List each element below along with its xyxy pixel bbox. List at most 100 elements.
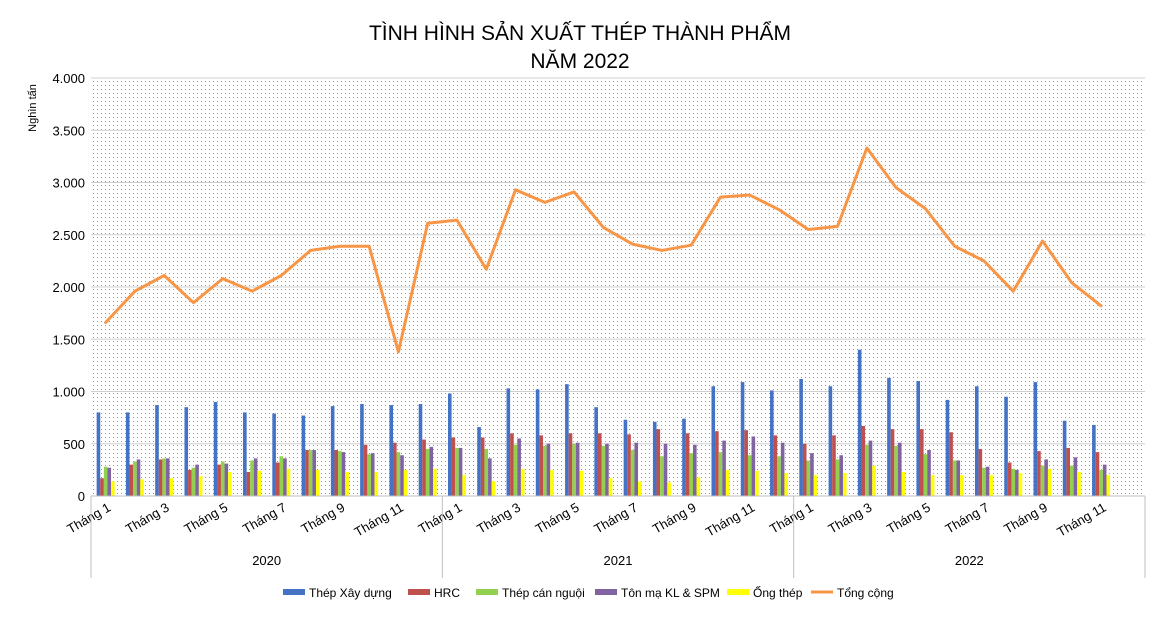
bar bbox=[283, 458, 287, 496]
bar bbox=[550, 469, 554, 497]
bar bbox=[1102, 464, 1107, 496]
bar bbox=[543, 445, 547, 496]
bar bbox=[956, 460, 961, 496]
bar bbox=[634, 442, 639, 496]
bar bbox=[341, 452, 346, 496]
bar bbox=[1004, 396, 1008, 496]
bar bbox=[1011, 468, 1016, 496]
bar bbox=[546, 443, 551, 496]
bar bbox=[868, 440, 873, 496]
bar bbox=[982, 467, 986, 496]
bar bbox=[520, 468, 525, 496]
bar bbox=[857, 349, 862, 496]
bar bbox=[692, 444, 697, 496]
bar bbox=[685, 433, 690, 496]
bar bbox=[1040, 465, 1045, 496]
bar bbox=[107, 467, 112, 496]
bar bbox=[1044, 459, 1048, 496]
bar bbox=[305, 450, 309, 496]
bar bbox=[1106, 475, 1111, 496]
bar bbox=[784, 473, 789, 496]
bar bbox=[1070, 465, 1074, 496]
y-tick-label: 4.000 bbox=[52, 71, 85, 86]
x-tick-label: Tháng 3 bbox=[474, 500, 523, 537]
bar bbox=[535, 389, 540, 496]
bar bbox=[1015, 469, 1019, 497]
bar bbox=[725, 469, 730, 497]
bar bbox=[923, 454, 928, 496]
bar bbox=[491, 481, 496, 496]
bar bbox=[301, 415, 306, 496]
bar bbox=[484, 448, 489, 496]
bar bbox=[887, 377, 891, 496]
bar bbox=[773, 435, 778, 496]
bar bbox=[506, 388, 511, 496]
x-tick-label: Tháng 11 bbox=[1054, 500, 1108, 540]
bar bbox=[111, 481, 115, 496]
y-tick-label: 0 bbox=[78, 489, 85, 504]
bar bbox=[96, 412, 101, 496]
y-tick-label: 2.000 bbox=[52, 280, 85, 295]
x-tick-label: Tháng 1 bbox=[416, 500, 465, 537]
bar bbox=[711, 386, 716, 496]
bar bbox=[978, 448, 983, 496]
x-tick-label: Tháng 9 bbox=[650, 500, 699, 537]
bar bbox=[1062, 420, 1067, 496]
bar bbox=[253, 458, 258, 496]
bar bbox=[188, 469, 192, 497]
legend-label: Tổng cộng bbox=[837, 586, 894, 600]
legend-swatch bbox=[476, 589, 498, 595]
bar bbox=[1092, 424, 1096, 496]
bar bbox=[828, 386, 833, 496]
bar bbox=[945, 399, 950, 496]
y-tick-label: 2.500 bbox=[52, 228, 85, 243]
bar bbox=[696, 477, 701, 496]
line-layer bbox=[104, 146, 1103, 354]
legend-label: HRC bbox=[434, 586, 460, 600]
bar bbox=[960, 475, 964, 496]
bar bbox=[162, 458, 166, 496]
bar bbox=[213, 401, 218, 496]
bar bbox=[718, 452, 723, 496]
bar bbox=[715, 431, 719, 496]
bar bbox=[652, 421, 657, 496]
chart-subtitle: NĂM 2022 bbox=[530, 50, 629, 73]
legend-label: Tôn mạ KL & SPM bbox=[621, 586, 720, 600]
chart-title: TÌNH HÌNH SẢN XUẤT THÉP THÀNH PHẨM bbox=[369, 22, 791, 45]
bar bbox=[1077, 471, 1081, 496]
legend: Thép Xây dựng HRC Thép cán nguội Tôn mạ KL … bbox=[283, 585, 894, 600]
bar bbox=[510, 433, 514, 496]
x-tick-label: Tháng 7 bbox=[240, 500, 289, 537]
bar bbox=[755, 470, 759, 496]
bar bbox=[315, 469, 320, 497]
bar bbox=[594, 407, 598, 496]
bar bbox=[140, 479, 144, 496]
bar bbox=[927, 450, 931, 496]
bar bbox=[608, 478, 613, 496]
bar bbox=[740, 382, 745, 496]
bar bbox=[605, 443, 609, 496]
bar bbox=[191, 467, 196, 496]
bar bbox=[425, 448, 430, 496]
year-label: 2022 bbox=[955, 553, 984, 568]
year-label: 2020 bbox=[252, 553, 281, 568]
bar bbox=[722, 440, 726, 496]
bar bbox=[279, 456, 284, 496]
bar bbox=[462, 475, 466, 496]
bar bbox=[513, 444, 518, 496]
bar bbox=[682, 418, 686, 496]
bar bbox=[832, 435, 836, 496]
bar bbox=[1095, 452, 1100, 496]
bar bbox=[125, 412, 130, 496]
bars-layer bbox=[96, 349, 1111, 497]
bar bbox=[839, 455, 843, 496]
bar bbox=[861, 425, 866, 496]
bar bbox=[865, 444, 869, 496]
bar bbox=[250, 460, 254, 496]
bar bbox=[689, 453, 693, 496]
y-tick-label: 1.500 bbox=[52, 332, 85, 347]
bar bbox=[224, 463, 229, 496]
bar bbox=[272, 413, 276, 496]
bar bbox=[565, 384, 569, 496]
bar bbox=[1007, 462, 1012, 496]
